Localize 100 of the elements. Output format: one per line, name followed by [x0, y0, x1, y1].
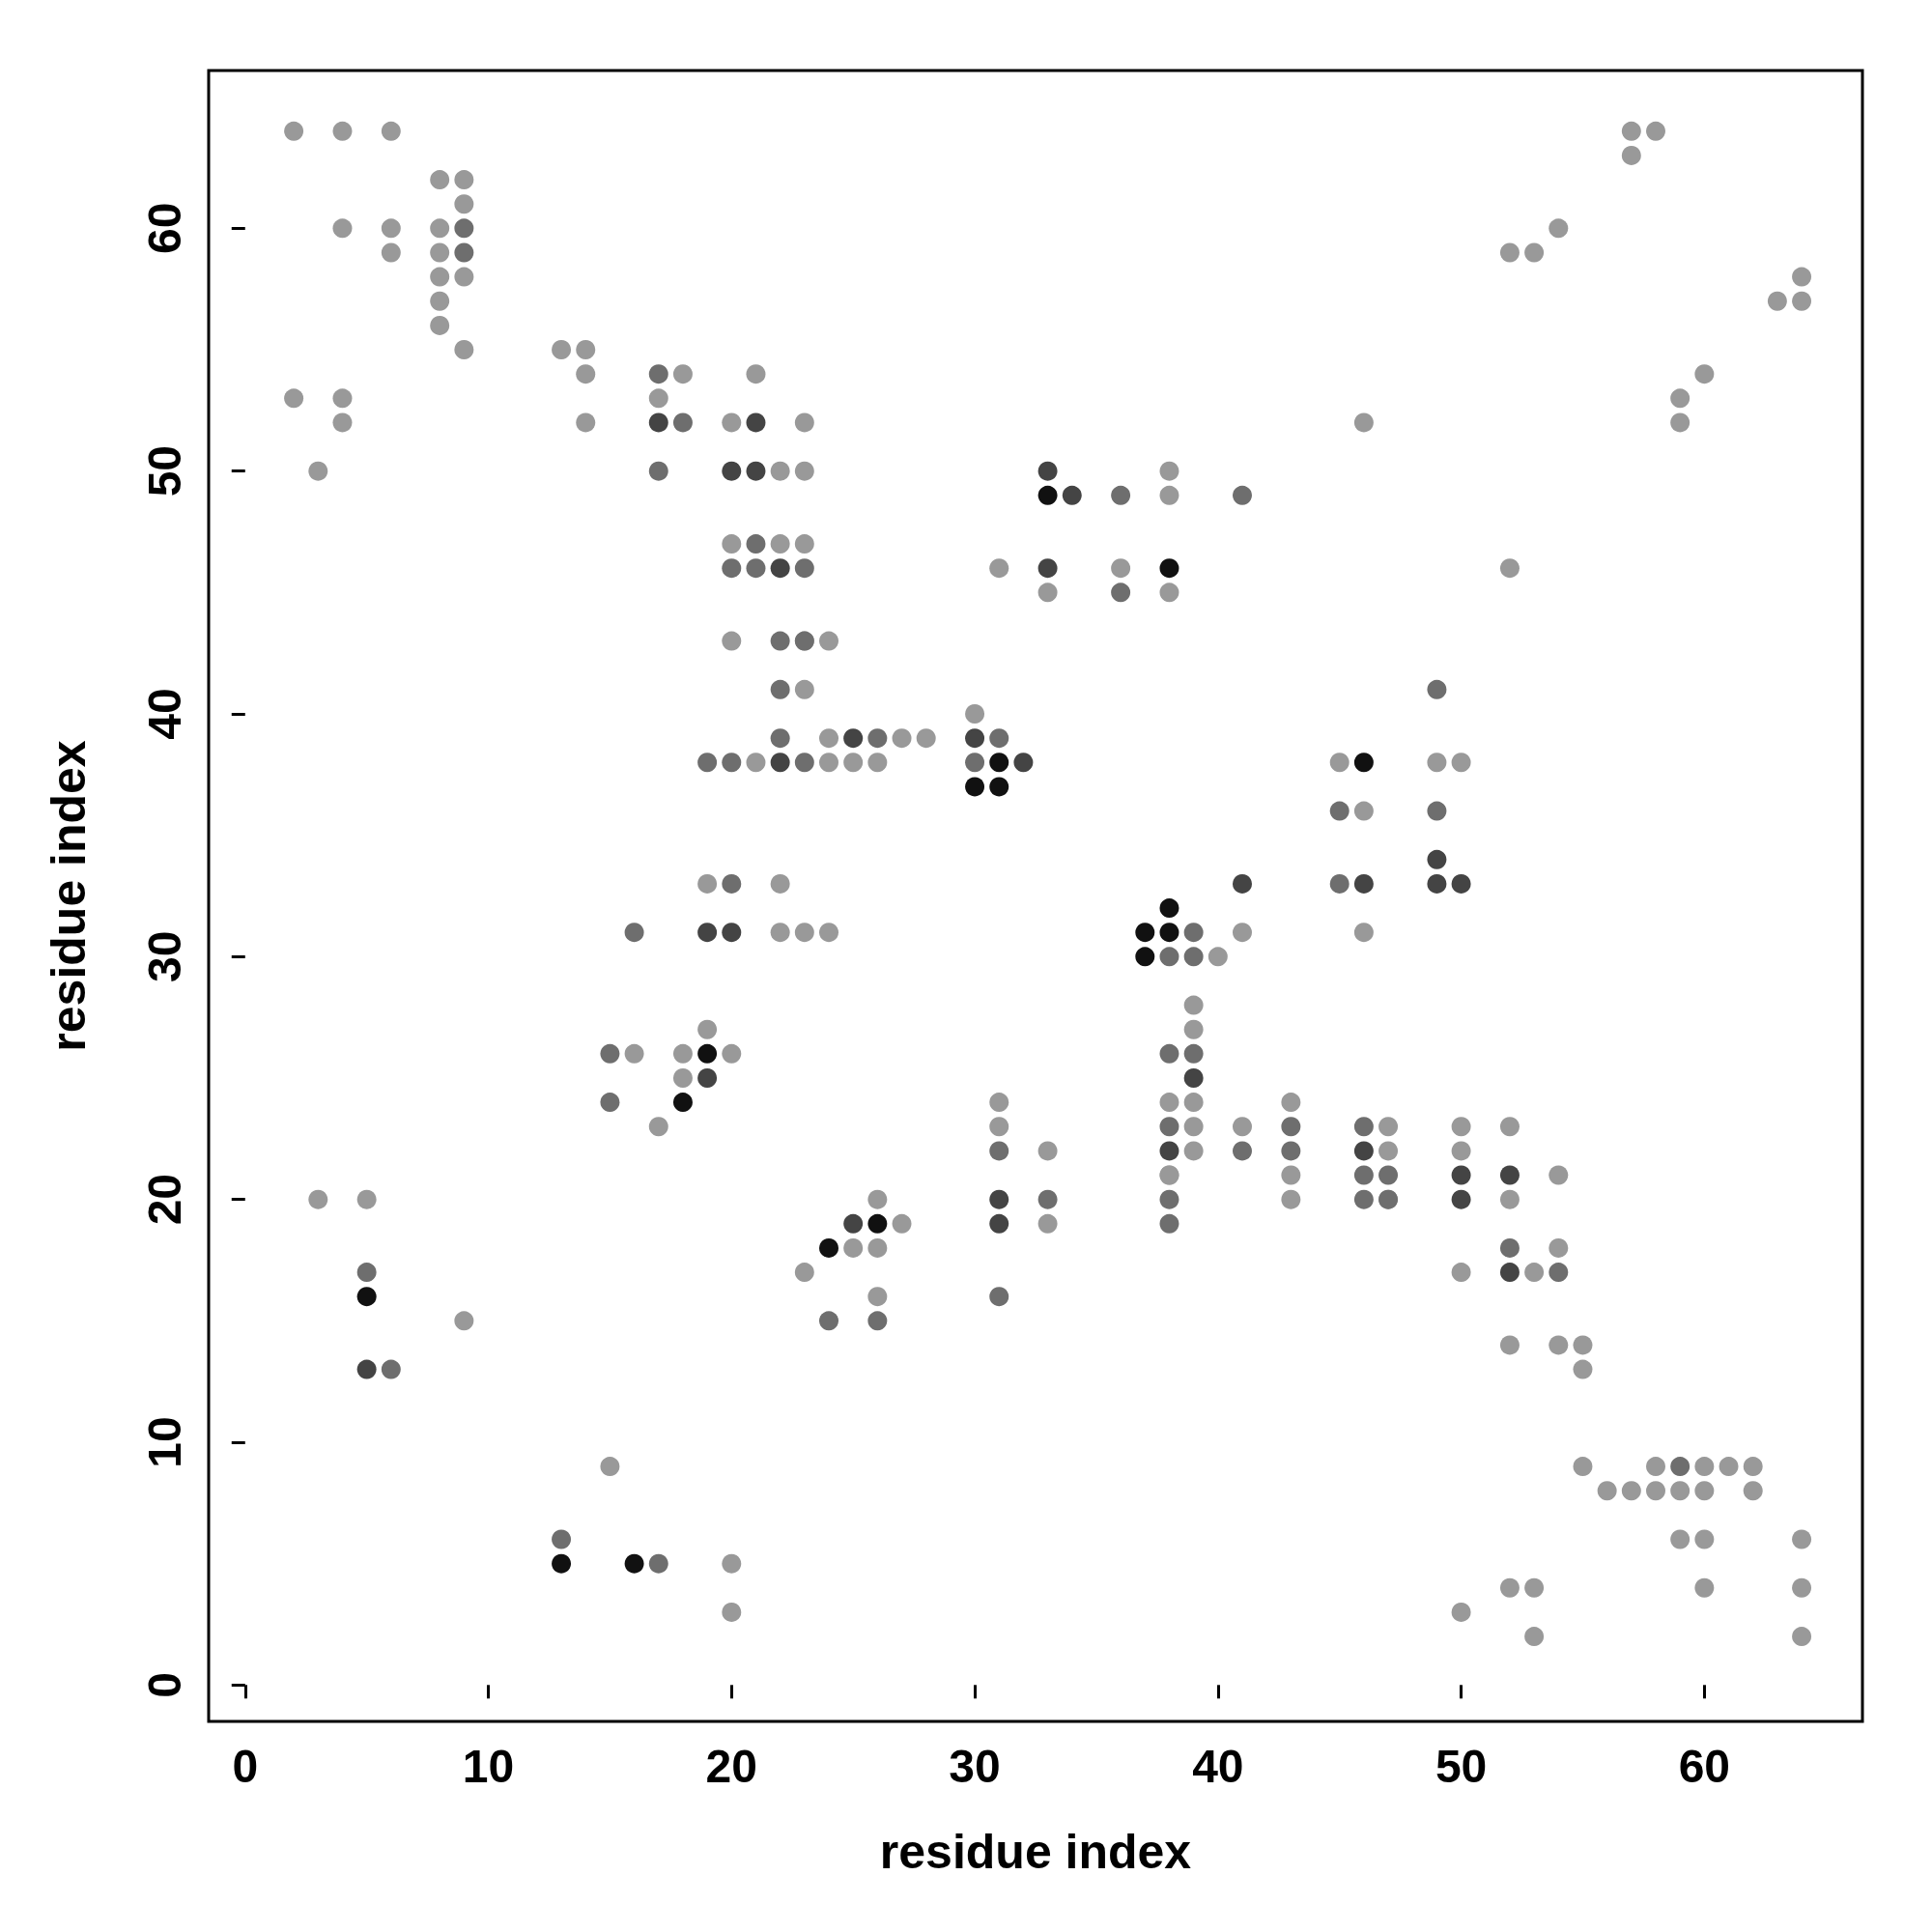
point [1037, 1189, 1058, 1209]
point [356, 1287, 377, 1307]
point [1183, 923, 1204, 943]
x-tick-label: 10 [462, 1740, 515, 1792]
point [1427, 873, 1447, 894]
point [1159, 898, 1179, 919]
point [867, 1213, 888, 1234]
point [1427, 849, 1447, 869]
point [989, 777, 1009, 797]
point [1159, 1189, 1179, 1209]
y-tick-label: 50 [138, 444, 190, 497]
point [1451, 873, 1471, 894]
point [989, 1287, 1009, 1307]
point [552, 1553, 572, 1574]
point [1159, 1043, 1179, 1064]
point [1353, 1141, 1374, 1161]
point [1037, 558, 1058, 579]
point [965, 777, 985, 797]
point [989, 728, 1009, 749]
x-tick-label: 0 [232, 1740, 259, 1792]
point [600, 1093, 620, 1113]
x-tick-label: 50 [1435, 1740, 1488, 1792]
point [746, 412, 766, 433]
point [770, 631, 790, 651]
y-axis-title: residue index [42, 740, 96, 1052]
point [1353, 1189, 1374, 1209]
point [746, 534, 766, 554]
point [867, 728, 888, 749]
point [1183, 1043, 1204, 1064]
point [1159, 558, 1179, 579]
point [672, 1093, 693, 1113]
point [1233, 873, 1252, 894]
y-tick-label: 10 [138, 1416, 190, 1468]
point [648, 412, 668, 433]
point [1427, 679, 1447, 699]
point [1548, 1263, 1569, 1283]
y-tick-label: 30 [138, 930, 190, 983]
point [648, 461, 668, 481]
point [1670, 1457, 1690, 1477]
point [1353, 873, 1374, 894]
point [1378, 1165, 1399, 1185]
point [648, 1553, 668, 1574]
point [1183, 1068, 1204, 1088]
point [1111, 582, 1131, 603]
x-axis-title: residue index [879, 1825, 1192, 1879]
point [697, 1068, 718, 1088]
point [1233, 1141, 1252, 1161]
point [965, 728, 985, 749]
point [624, 1553, 644, 1574]
point [843, 1213, 864, 1234]
point [356, 1359, 377, 1379]
point [1353, 1165, 1374, 1185]
y-tick-label: 20 [138, 1173, 190, 1226]
point [867, 1311, 888, 1331]
point [454, 242, 474, 263]
point [1159, 923, 1179, 943]
point [1499, 1165, 1520, 1185]
point [1013, 753, 1034, 773]
point [454, 218, 474, 239]
point [672, 412, 693, 433]
point [722, 753, 742, 773]
point [989, 1141, 1009, 1161]
point [1499, 1237, 1520, 1258]
point [1159, 947, 1179, 967]
point [1233, 485, 1252, 505]
x-tick-label: 40 [1192, 1740, 1244, 1792]
point [1159, 1213, 1179, 1234]
point [770, 558, 790, 579]
point [722, 923, 742, 943]
point [965, 753, 985, 773]
point [746, 461, 766, 481]
point [1427, 801, 1447, 821]
y-tick-label: 40 [138, 688, 190, 740]
point [648, 364, 668, 384]
point [381, 1359, 401, 1379]
point [1159, 1141, 1179, 1161]
point [697, 1043, 718, 1064]
y-tick-label: 0 [138, 1671, 190, 1698]
point [1353, 753, 1374, 773]
point [770, 728, 790, 749]
point [1281, 1117, 1301, 1137]
x-tick-label: 30 [949, 1740, 1001, 1792]
point [1037, 485, 1058, 505]
point [819, 1311, 838, 1331]
point [989, 1213, 1009, 1234]
point [1062, 485, 1082, 505]
point [1135, 947, 1155, 967]
x-tick-label: 60 [1678, 1740, 1731, 1792]
point [1159, 1117, 1179, 1137]
point [1451, 1189, 1471, 1209]
point [1135, 923, 1155, 943]
point [552, 1529, 572, 1549]
point [1451, 1165, 1471, 1185]
point [770, 679, 790, 699]
point [1499, 1263, 1520, 1283]
point [794, 558, 814, 579]
point [989, 753, 1009, 773]
point [819, 1237, 838, 1258]
point [1329, 873, 1350, 894]
point [722, 461, 742, 481]
